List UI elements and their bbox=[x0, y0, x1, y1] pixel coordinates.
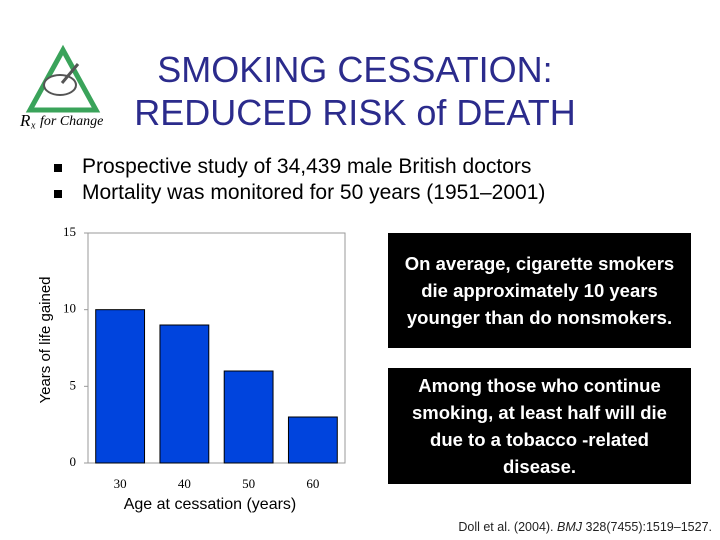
logo-x: x bbox=[30, 120, 36, 131]
callout: On average, cigarette smokers die approx… bbox=[388, 233, 691, 348]
title-line: SMOKING CESSATION: bbox=[157, 49, 553, 90]
x-axis-label: Age at cessation (years) bbox=[124, 496, 297, 513]
x-tick-label: 30 bbox=[114, 476, 127, 491]
bullet-marker bbox=[54, 190, 62, 198]
y-tick-label: 10 bbox=[63, 301, 76, 316]
title-line: REDUCED RISK of DEATH bbox=[134, 92, 576, 133]
x-tick-label: 50 bbox=[242, 476, 255, 491]
logo: R x for Change bbox=[19, 44, 103, 131]
y-tick-label: 15 bbox=[63, 224, 76, 239]
bullet-marker bbox=[54, 164, 62, 172]
citation: Doll et al. (2004). BMJ 328(7455):1519–1… bbox=[458, 520, 712, 534]
logo-text: for Change bbox=[40, 114, 103, 129]
citation-text: Doll et al. (2004). bbox=[458, 520, 558, 534]
citation-journal: BMJ bbox=[557, 520, 583, 534]
bar bbox=[95, 309, 146, 464]
plot-frame bbox=[87, 232, 346, 464]
bullet: Mortality was monitored for 50 years (19… bbox=[82, 181, 546, 204]
bar bbox=[223, 370, 274, 464]
y-axis-label: Years of life gained bbox=[37, 276, 54, 403]
citation-text: 328(7455):1519–1527. bbox=[582, 520, 712, 534]
bar bbox=[287, 416, 338, 464]
callout: Among those who continue smoking, at lea… bbox=[388, 368, 691, 484]
bullet: Prospective study of 34,439 male British… bbox=[82, 155, 532, 178]
x-tick-label: 40 bbox=[178, 476, 191, 491]
y-tick-label: 5 bbox=[70, 377, 77, 392]
bar bbox=[159, 324, 210, 464]
logo-r: R bbox=[19, 111, 31, 130]
x-tick-label: 60 bbox=[306, 476, 319, 491]
y-tick-label: 0 bbox=[70, 454, 77, 469]
